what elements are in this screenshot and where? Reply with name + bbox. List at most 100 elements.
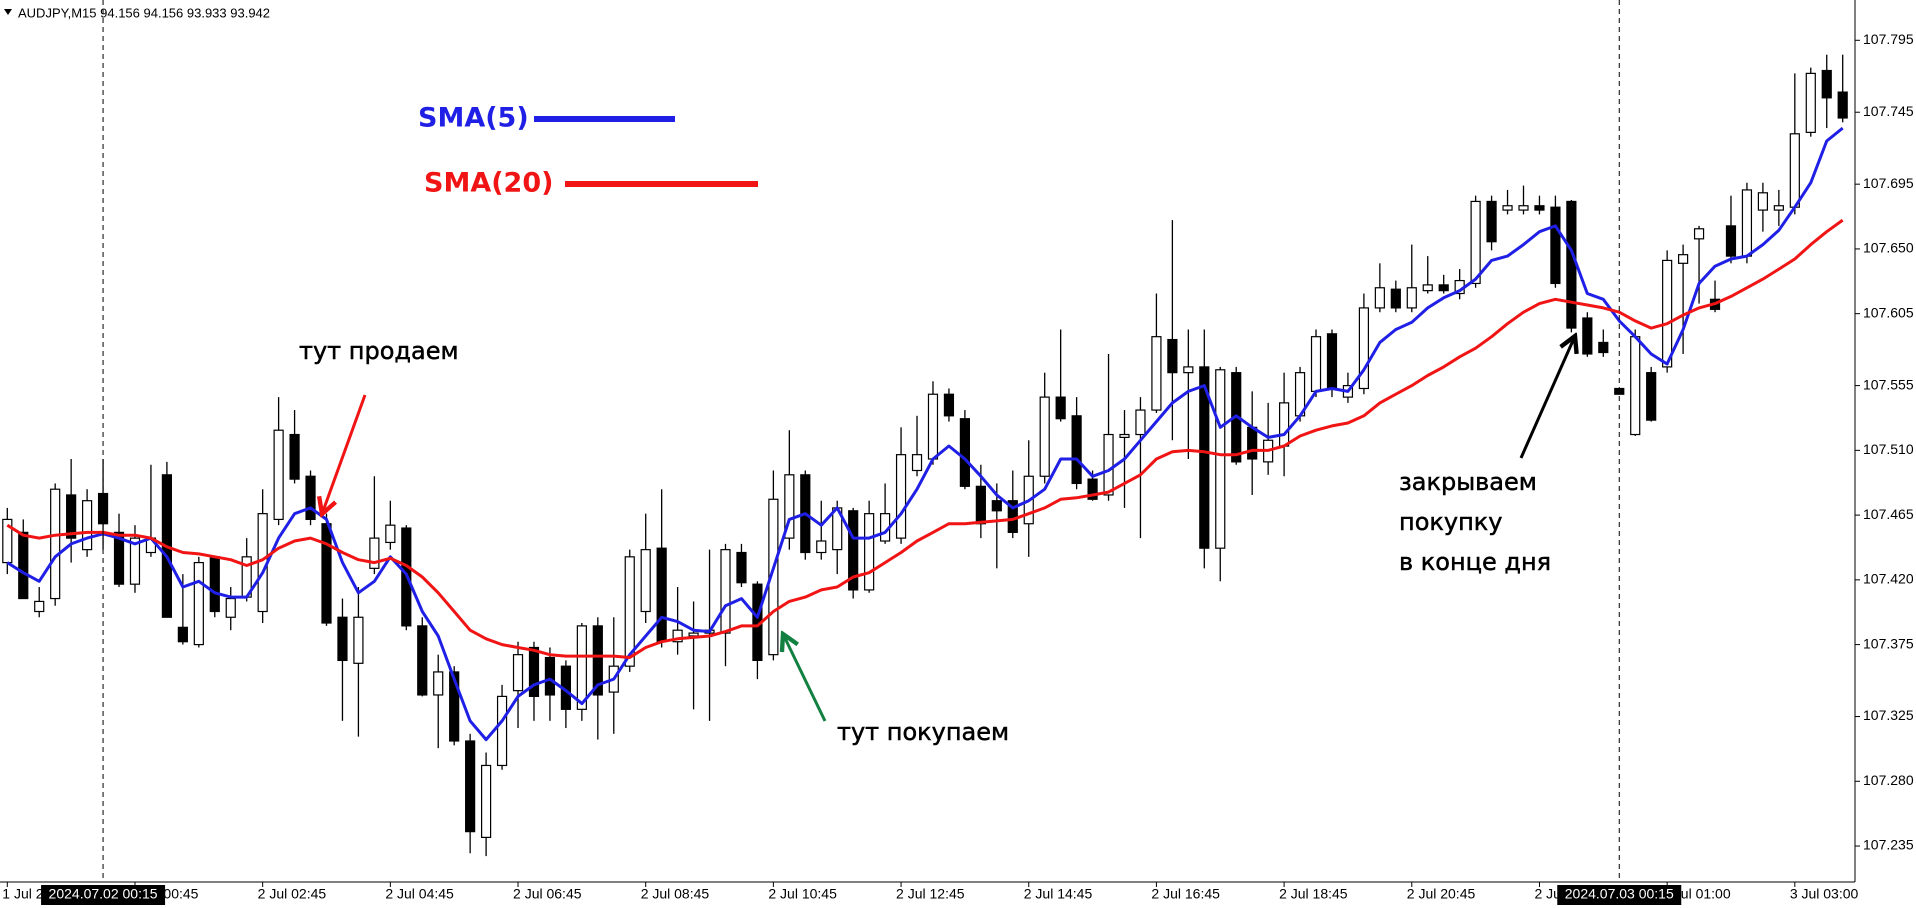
x-tick-label: 2 Jul 20:45 bbox=[1407, 886, 1476, 902]
candle-body bbox=[1502, 205, 1513, 211]
y-tick-label: 107.325 bbox=[1863, 707, 1914, 723]
y-tick-label: 107.510 bbox=[1863, 441, 1914, 457]
candle-body bbox=[784, 474, 795, 539]
candle-body bbox=[1438, 284, 1449, 292]
candle-body bbox=[1725, 225, 1737, 257]
candle-body bbox=[895, 454, 907, 539]
candle-body bbox=[1837, 91, 1848, 119]
candle-body bbox=[18, 531, 29, 600]
candle-body bbox=[927, 393, 939, 460]
candle-body bbox=[66, 494, 77, 539]
candle-body bbox=[1247, 426, 1258, 460]
candle-body bbox=[959, 418, 971, 487]
candle-body bbox=[1167, 338, 1178, 374]
candle-body bbox=[1582, 317, 1593, 355]
candle-body bbox=[848, 510, 859, 591]
x-tick-label: 2 Jul 12:45 bbox=[896, 886, 965, 902]
candle-body bbox=[34, 600, 45, 613]
x-tick-label: 2 Jul 02:45 bbox=[258, 886, 327, 902]
candle-body bbox=[1326, 333, 1338, 390]
buy-arrow bbox=[783, 634, 827, 722]
candle-body bbox=[1662, 259, 1673, 368]
candle-body bbox=[177, 626, 188, 643]
candle-body bbox=[1358, 307, 1370, 390]
y-tick-label: 107.695 bbox=[1863, 175, 1914, 191]
candle-body bbox=[417, 625, 428, 696]
x-tick-label: 2 Jul 06:45 bbox=[513, 886, 582, 902]
candle-body bbox=[337, 616, 348, 662]
candle-body bbox=[943, 393, 955, 417]
candle-body bbox=[864, 513, 875, 591]
sma-line bbox=[6, 126, 1844, 742]
candle-body bbox=[433, 671, 444, 696]
sma-line bbox=[6, 218, 1844, 659]
candle-body bbox=[672, 629, 683, 643]
candle-body bbox=[720, 549, 731, 634]
title-triangle bbox=[4, 9, 12, 15]
y-tick-label: 107.280 bbox=[1863, 772, 1914, 788]
candle-body bbox=[385, 524, 396, 544]
candle-body bbox=[1087, 478, 1098, 500]
candle-body bbox=[736, 551, 747, 584]
candle-body bbox=[496, 695, 508, 767]
candle-body bbox=[1278, 402, 1290, 447]
candle-body bbox=[1773, 205, 1784, 211]
candle-body bbox=[2, 518, 13, 564]
y-tick-label: 107.650 bbox=[1863, 240, 1914, 256]
candle-body bbox=[1135, 409, 1146, 436]
candle-body bbox=[129, 537, 141, 585]
candle-body bbox=[225, 597, 236, 618]
candle-body bbox=[1071, 415, 1082, 485]
annotation: покупку bbox=[1399, 508, 1502, 536]
candle-body bbox=[1215, 369, 1226, 549]
candle-body bbox=[113, 531, 125, 585]
y-tick-label: 107.555 bbox=[1863, 376, 1914, 392]
candle-body bbox=[1741, 189, 1753, 257]
candle-body bbox=[321, 523, 332, 624]
candle-body bbox=[1055, 396, 1066, 420]
x-tick-label: 3 Jul 03:00 bbox=[1790, 886, 1859, 902]
x-tick-label: 2 Jul 14:45 bbox=[1024, 886, 1093, 902]
x-tick-label: 2 Jul 08:45 bbox=[641, 886, 710, 902]
candle-body bbox=[1310, 336, 1322, 392]
candle-body bbox=[1406, 287, 1417, 309]
y-tick-label: 107.235 bbox=[1863, 837, 1914, 853]
candle-body bbox=[1693, 228, 1705, 240]
candle-body bbox=[544, 656, 556, 696]
y-tick-label: 107.605 bbox=[1863, 304, 1914, 320]
candle-body bbox=[576, 625, 587, 710]
candle-body bbox=[289, 433, 300, 480]
annotation: тут продаем bbox=[299, 337, 459, 365]
candle-body bbox=[528, 646, 540, 697]
candle-body bbox=[273, 429, 284, 521]
candle-body bbox=[1821, 69, 1832, 99]
candle-body bbox=[1598, 341, 1609, 354]
plot-area bbox=[2, 54, 1848, 857]
candle-body bbox=[991, 500, 1002, 512]
candle-body bbox=[640, 549, 651, 613]
candle-body bbox=[1630, 336, 1641, 436]
candle-body bbox=[975, 485, 986, 525]
candle-body bbox=[353, 616, 364, 664]
candle-body bbox=[624, 556, 635, 667]
annotation: тут покупаем bbox=[837, 718, 1009, 746]
separator-label: 2024.07.03 00:15 bbox=[1565, 886, 1674, 902]
y-tick-label: 107.465 bbox=[1863, 506, 1914, 522]
legend-label: SMA(5) bbox=[418, 103, 529, 134]
candle-body bbox=[1390, 288, 1401, 309]
candle-body bbox=[512, 654, 524, 692]
candle-body bbox=[1518, 205, 1529, 211]
y-tick-label: 107.795 bbox=[1863, 31, 1914, 47]
x-tick-label: 2 Jul 10:45 bbox=[768, 886, 837, 902]
candle-body bbox=[209, 556, 220, 613]
candle-body bbox=[305, 475, 316, 521]
candle-body bbox=[1486, 200, 1497, 243]
candle-body bbox=[481, 764, 492, 838]
candle-body bbox=[1566, 200, 1577, 329]
candle-body bbox=[1550, 206, 1561, 285]
y-tick-label: 107.375 bbox=[1863, 635, 1914, 651]
candle-body bbox=[911, 454, 923, 472]
candle-body bbox=[369, 537, 380, 569]
candle-body bbox=[1677, 254, 1689, 264]
